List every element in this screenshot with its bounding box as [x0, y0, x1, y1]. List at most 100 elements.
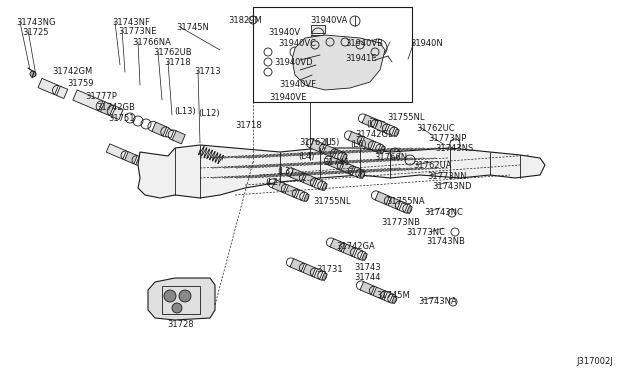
Text: 31762U: 31762U [299, 138, 332, 147]
Circle shape [172, 303, 182, 313]
Polygon shape [388, 197, 401, 209]
Text: 31755NL: 31755NL [313, 197, 351, 206]
Polygon shape [399, 202, 408, 212]
Bar [162, 286, 200, 314]
Text: 31940VD: 31940VD [274, 58, 312, 67]
Polygon shape [152, 122, 167, 136]
Text: 31762UB: 31762UB [153, 48, 191, 57]
Text: 31940VE: 31940VE [269, 93, 307, 102]
Circle shape [164, 290, 176, 302]
Polygon shape [372, 142, 381, 153]
Text: 31742GL: 31742GL [355, 130, 392, 139]
Polygon shape [330, 239, 345, 251]
Polygon shape [386, 125, 395, 135]
Text: 31742GA: 31742GA [336, 242, 375, 251]
Text: 31731: 31731 [316, 265, 342, 274]
Polygon shape [172, 131, 185, 144]
Text: 31777P: 31777P [85, 92, 117, 101]
Text: 31755NA: 31755NA [386, 197, 424, 206]
Text: 31762UA: 31762UA [413, 161, 451, 170]
Text: 31766NA: 31766NA [132, 38, 171, 47]
Polygon shape [373, 287, 386, 299]
Text: (L13): (L13) [174, 107, 196, 116]
Polygon shape [314, 179, 323, 189]
Polygon shape [311, 35, 325, 45]
Polygon shape [341, 162, 354, 174]
Text: (L3): (L3) [277, 167, 294, 176]
Polygon shape [136, 156, 150, 169]
Text: 31745M: 31745M [376, 291, 410, 300]
Text: 31744: 31744 [354, 273, 381, 282]
Text: 31745N: 31745N [176, 23, 209, 32]
Polygon shape [148, 162, 159, 173]
Text: 31940V: 31940V [268, 28, 300, 37]
Text: 31718: 31718 [235, 121, 262, 130]
Polygon shape [375, 120, 388, 132]
Polygon shape [125, 152, 138, 164]
Text: 31743ND: 31743ND [432, 182, 472, 191]
Polygon shape [380, 146, 385, 154]
Polygon shape [311, 47, 325, 55]
Circle shape [179, 290, 191, 302]
Text: (L12): (L12) [198, 109, 220, 118]
Text: 31743NA: 31743NA [418, 297, 457, 306]
Polygon shape [138, 145, 545, 198]
Text: (L4): (L4) [298, 152, 314, 161]
Polygon shape [394, 129, 399, 137]
Text: 31940VA: 31940VA [310, 16, 348, 25]
Text: 31773NC: 31773NC [406, 228, 445, 237]
Polygon shape [334, 150, 343, 160]
Polygon shape [303, 174, 316, 186]
Text: 31773NE: 31773NE [118, 27, 156, 36]
Circle shape [30, 71, 36, 77]
Text: 31773NN: 31773NN [427, 172, 467, 181]
Bar [253, 7, 412, 102]
Text: 31743: 31743 [354, 263, 381, 272]
Text: 31773NP: 31773NP [428, 134, 467, 143]
Text: 31762UC: 31762UC [416, 124, 454, 133]
Text: 31743NF: 31743NF [112, 18, 150, 27]
Text: (L2): (L2) [265, 178, 282, 187]
Text: 31755NL: 31755NL [387, 113, 424, 122]
Polygon shape [311, 57, 325, 65]
Text: 31941E: 31941E [345, 54, 376, 63]
Text: 31718: 31718 [164, 58, 191, 67]
Text: (L5): (L5) [323, 138, 339, 147]
Text: 31773NB: 31773NB [381, 218, 420, 227]
Text: 31743NS: 31743NS [435, 144, 473, 153]
Polygon shape [303, 264, 316, 276]
Polygon shape [106, 144, 126, 159]
Polygon shape [384, 292, 393, 302]
Polygon shape [362, 115, 377, 128]
Text: 31728: 31728 [167, 320, 194, 329]
Text: 31743NC: 31743NC [424, 208, 463, 217]
Polygon shape [352, 167, 361, 177]
Polygon shape [310, 140, 324, 153]
Text: 31940VF: 31940VF [279, 80, 316, 89]
Polygon shape [290, 259, 305, 272]
Text: 31713: 31713 [194, 67, 221, 76]
Polygon shape [354, 249, 363, 259]
Polygon shape [285, 185, 298, 197]
Polygon shape [328, 157, 342, 170]
Text: (L7): (L7) [366, 120, 383, 129]
Polygon shape [407, 206, 412, 214]
Polygon shape [342, 154, 348, 161]
Polygon shape [73, 90, 103, 111]
Polygon shape [148, 278, 215, 320]
Text: 31742GB: 31742GB [96, 103, 135, 112]
Polygon shape [323, 145, 336, 157]
Text: J317002J: J317002J [576, 357, 612, 366]
Polygon shape [361, 137, 374, 149]
Polygon shape [311, 25, 325, 33]
Polygon shape [348, 132, 363, 145]
Polygon shape [296, 190, 305, 201]
Polygon shape [304, 194, 309, 202]
Polygon shape [165, 129, 174, 138]
Text: 31829M: 31829M [228, 16, 262, 25]
Polygon shape [111, 106, 123, 120]
Polygon shape [272, 180, 287, 193]
Polygon shape [362, 253, 367, 260]
Text: 31940N: 31940N [410, 39, 443, 48]
Polygon shape [375, 192, 390, 205]
